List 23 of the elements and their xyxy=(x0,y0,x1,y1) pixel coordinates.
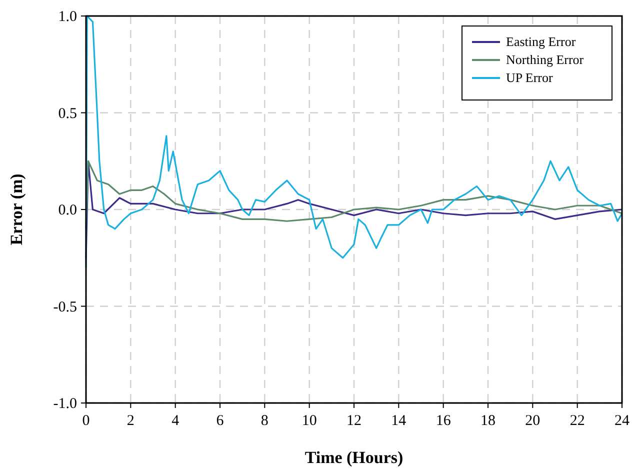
x-tick-label: 16 xyxy=(436,413,452,429)
x-tick-label: 4 xyxy=(172,413,180,429)
x-tick-label: 12 xyxy=(346,413,362,429)
y-axis-title: Error (m) xyxy=(7,174,26,246)
y-tick-label: 0.0 xyxy=(58,202,77,218)
x-tick-label: 0 xyxy=(82,413,90,429)
x-tick-label: 24 xyxy=(614,413,630,429)
x-tick-label: 20 xyxy=(525,413,540,429)
legend-label: UP Error xyxy=(506,70,554,85)
x-tick-label: 6 xyxy=(216,413,224,429)
x-tick-label: 10 xyxy=(302,413,317,429)
y-tick-label: 1.0 xyxy=(58,9,77,25)
x-tick-label: 22 xyxy=(570,413,585,429)
x-tick-label: 2 xyxy=(126,413,134,429)
legend-label: Easting Error xyxy=(506,34,576,49)
x-tick-label: 18 xyxy=(480,413,496,429)
y-tick-label: -1.0 xyxy=(53,396,77,412)
x-axis-title: Time (Hours) xyxy=(304,448,404,467)
x-tick-label: 8 xyxy=(260,413,268,429)
y-tick-label: -0.5 xyxy=(53,299,77,316)
y-tick-label: 0.5 xyxy=(58,106,77,122)
x-tick-label: 14 xyxy=(391,413,407,429)
legend-label: Northing Error xyxy=(506,52,584,67)
